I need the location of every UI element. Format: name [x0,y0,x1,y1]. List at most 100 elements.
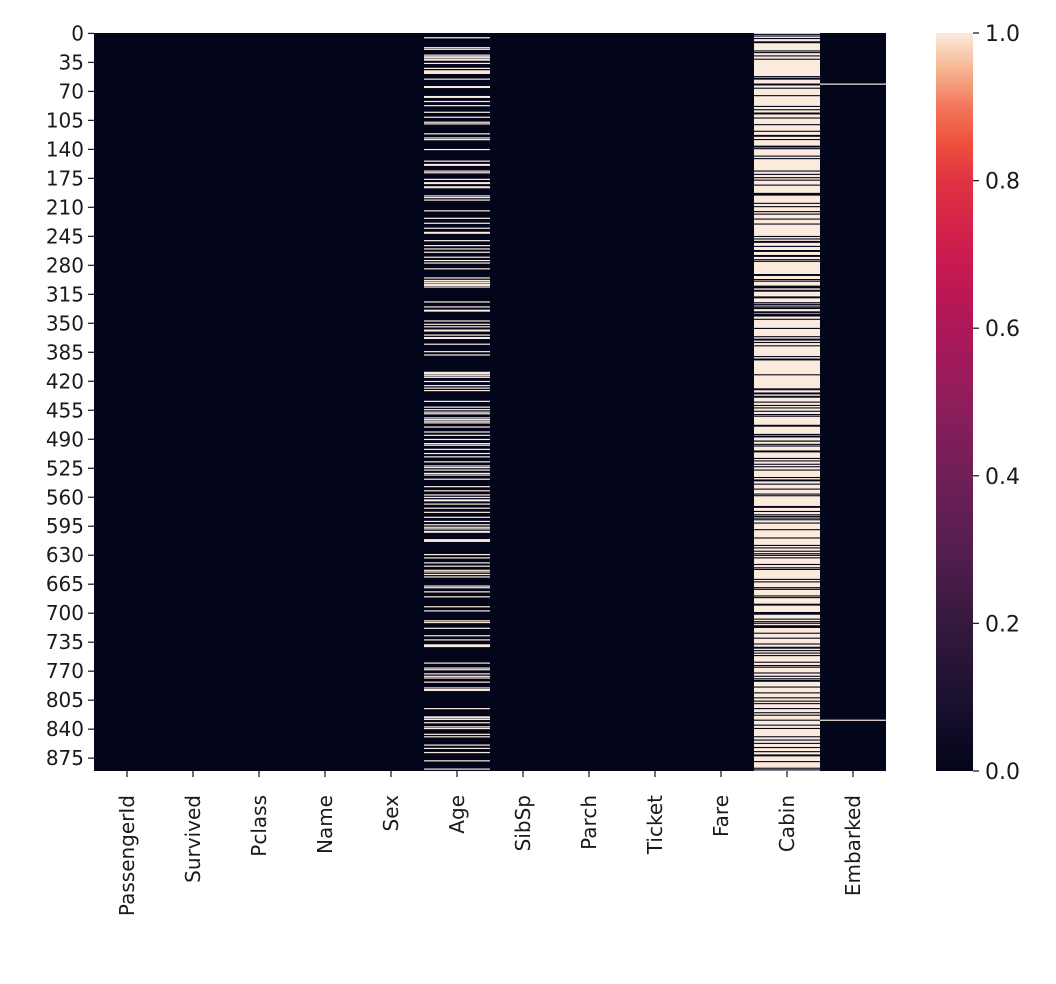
y-tick-label: 735 [46,630,84,654]
missing-cell-age [424,336,490,339]
missing-cell-age [424,163,490,166]
present-cell-cabin [754,130,820,132]
missing-cell-age [424,478,490,480]
present-cell-cabin [754,597,820,599]
missing-cell-age [424,768,490,770]
present-cell-cabin [754,557,820,559]
missing-cell-age [424,286,490,288]
present-cell-cabin [754,396,820,398]
present-cell-cabin [754,184,820,186]
y-tick-label: 385 [46,340,84,364]
present-cell-cabin [754,41,820,43]
present-cell-cabin [754,255,820,257]
missing-cell-age [424,645,490,647]
present-cell-cabin [754,581,820,583]
y-tick-label: 630 [46,543,84,567]
present-cell-cabin [754,193,820,195]
present-cell-cabin [754,697,820,699]
present-cell-cabin [754,578,820,580]
missing-cell-age [424,426,490,428]
missing-cell-age [424,486,490,488]
present-cell-cabin [754,58,820,60]
missing-cell-age [424,57,490,59]
y-tick-label: 700 [46,601,84,625]
missing-cell-age [424,245,490,247]
present-cell-cabin [754,415,820,417]
y-axis: 0 35 70 105 140 175 210 245 280 315 350 385 420 455 49… [46,21,94,770]
present-cell-cabin [754,145,820,147]
present-cell-cabin [754,761,820,763]
missing-cell-age [424,503,490,505]
present-cell-cabin [754,679,820,681]
present-cell-cabin [754,529,820,531]
missing-cell-age [424,726,490,728]
present-cell-cabin [754,393,820,395]
missing-cell-age [424,645,490,648]
missing-cell-age [424,716,490,718]
missing-cell-age [424,262,490,264]
present-cell-cabin [754,739,820,741]
missing-cell-age [424,387,490,389]
present-cell-cabin [754,466,820,468]
present-cell-cabin [754,311,820,313]
missing-cell-age [424,105,490,107]
present-cell-cabin [754,746,820,749]
present-cell-cabin [754,568,820,570]
present-cell-cabin [754,305,820,307]
missing-cell-age [424,469,490,471]
present-cell-cabin [754,345,820,347]
missing-cell-age [424,373,490,375]
missing-cell-age [424,591,490,593]
missing-cell-age [424,530,490,532]
present-cell-cabin [754,537,820,539]
x-tick-label-sibsp: SibSp [511,795,535,851]
missing-cell-age [424,413,490,415]
y-tick-label: 840 [46,717,84,741]
present-cell-cabin [754,680,820,682]
missing-cell-age [424,677,490,679]
missing-cell-age [424,708,490,710]
missing-cell-age [424,259,490,262]
present-cell-cabin [754,113,820,115]
x-tick-label-ticket: Ticket [643,795,667,855]
missing-cell-age [424,62,490,65]
missing-cell-age [424,48,490,50]
present-cell-cabin [754,595,820,597]
present-cell-cabin [754,515,820,517]
y-tick-label: 665 [46,572,84,596]
missing-cell-age [424,385,490,387]
present-cell-cabin [754,751,820,753]
present-cell-cabin [754,327,820,329]
present-cell-cabin [754,87,820,89]
present-cell-cabin [754,37,820,40]
missing-cell-age [424,531,490,533]
present-cell-cabin [754,708,820,710]
present-cell-cabin [754,177,820,179]
missing-cell-age [424,54,490,56]
missing-cell-age [424,539,490,542]
missing-cell-age [424,727,490,730]
missing-cell-age [424,268,490,270]
missing-cell-age [424,309,490,311]
present-cell-cabin [754,647,820,649]
y-tick-label: 350 [46,311,84,335]
missing-cell-age [424,160,490,162]
x-tick-label-survived: Survived [181,795,205,883]
present-cell-cabin [754,279,820,281]
y-tick-label: 175 [46,166,84,190]
present-cell-cabin [754,139,820,141]
missing-cell-age [424,667,490,669]
present-cell-cabin [754,712,820,714]
present-cell-cabin [754,389,820,391]
present-cell-cabin [754,433,820,435]
present-cell-cabin [754,700,820,702]
heatmap-cells [94,33,886,771]
missing-cell-age [424,565,490,567]
missing-cell-age [424,418,490,421]
colorbar: 0.0 0.2 0.4 0.6 0.8 1.0 [936,22,1020,785]
present-cell-cabin [754,626,820,628]
present-cell-cabin [754,567,820,569]
missing-cell-age [424,100,490,103]
present-cell-cabin [754,358,820,360]
present-cell-cabin [754,672,820,674]
